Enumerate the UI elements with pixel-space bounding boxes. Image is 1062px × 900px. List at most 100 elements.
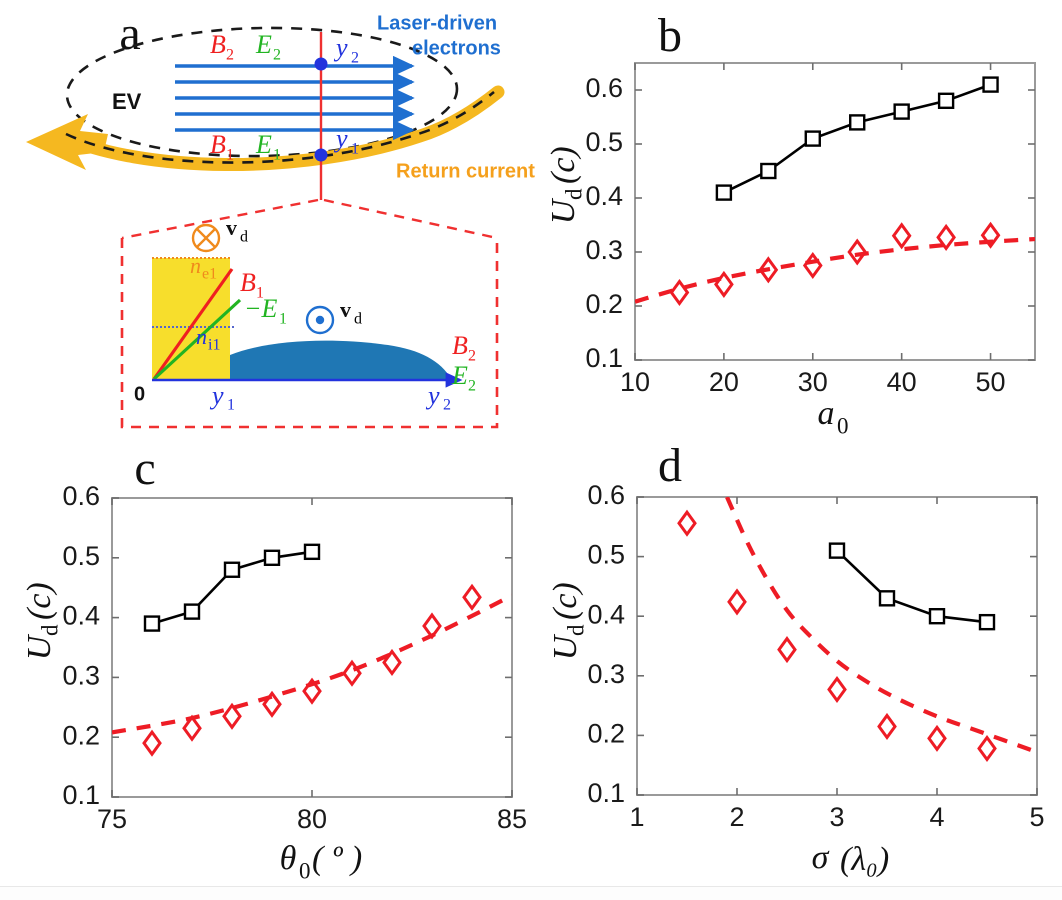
- x-tick-label: 80: [297, 804, 327, 834]
- vd-left-label: v: [226, 215, 237, 240]
- svg-text:(c): (c): [547, 582, 584, 620]
- series-theory-curve: [725, 497, 1037, 755]
- panel-b-xlabel: a 0: [818, 395, 849, 438]
- y-tick-label: 0.3: [587, 659, 625, 689]
- marker-diamond: [891, 222, 912, 250]
- panel-d-plot: 1 2 3 4 5 0.1 0.2 0.3 0.4 0.5 0.6: [587, 480, 1044, 832]
- marker-diamond: [977, 734, 997, 763]
- svg-text:U: U: [21, 633, 58, 660]
- b1-label-inset: B: [240, 268, 256, 297]
- y1-label-top: y: [333, 124, 348, 153]
- marker-square: [828, 542, 846, 559]
- marker-square: [760, 162, 777, 180]
- inset-connector-left: [121, 198, 319, 240]
- marker-diamond: [777, 636, 797, 664]
- marker-square: [303, 543, 321, 561]
- svg-text:d: d: [561, 188, 586, 200]
- svg-text:(c): (c): [21, 582, 58, 620]
- y-tick-label: 0.2: [62, 720, 100, 750]
- x-tick-label: 10: [620, 367, 650, 397]
- inset-blue-region: [230, 340, 452, 380]
- marker-square: [893, 103, 910, 120]
- plot-frame: [634, 62, 1036, 361]
- panel-d-ylabel: U d (c): [547, 582, 588, 660]
- marker-square: [937, 92, 955, 110]
- inset-origin-label: 0: [134, 383, 145, 405]
- series-simulation: [836, 549, 988, 624]
- y-tick-label: 0.2: [585, 289, 623, 319]
- panel-d-letter: d: [658, 439, 682, 492]
- marker-diamond: [182, 714, 202, 742]
- svg-text:θ: θ: [280, 840, 297, 877]
- vd-right-label: v: [340, 297, 351, 322]
- marker-square: [804, 130, 821, 147]
- inset-connector-right: [323, 198, 498, 240]
- svg-text:0: 0: [299, 858, 311, 883]
- inset-y2-label: y: [425, 381, 440, 410]
- svg-text:0: 0: [837, 413, 849, 438]
- marker-diamond: [262, 690, 282, 718]
- series-group: [112, 543, 512, 757]
- svg-text:U: U: [547, 633, 584, 660]
- x-tick-label: 1: [629, 802, 644, 832]
- marker-diamond: [758, 256, 779, 284]
- bottom-border-strip: [0, 886, 1062, 900]
- marker-square: [978, 613, 996, 631]
- y-tick-label: 0.5: [62, 541, 100, 571]
- panel-b-plot: 10 20 30 40 50 0.1 0.2 0.3 0.4 0.5 0.6: [585, 62, 1036, 397]
- marker-diamond: [462, 583, 482, 611]
- marker-diamond: [222, 702, 242, 730]
- y-tick-label: 0.4: [62, 601, 100, 631]
- marker-diamond: [877, 712, 897, 741]
- panel-c-xlabel: θ 0 ( º ): [280, 840, 363, 883]
- y-tick-label: 0.5: [587, 540, 625, 570]
- svg-text:(c): (c): [545, 146, 582, 184]
- b1-sub-top: 1: [226, 147, 234, 164]
- cross-circle-icon: [191, 223, 221, 253]
- panel-d-xlabel: σ (λ₀): [812, 839, 890, 878]
- x-tick-label: 30: [798, 367, 828, 397]
- y1-point: [314, 148, 328, 162]
- marker-square: [143, 615, 161, 632]
- inset-y2-sub: 2: [443, 397, 451, 414]
- e2-label-top: E: [255, 30, 272, 59]
- svg-text:d: d: [563, 624, 588, 636]
- y-tick-label: 0.2: [587, 719, 625, 749]
- ev-ellipse-dashed: [65, 26, 459, 158]
- y-tick-label: 0.3: [585, 235, 623, 265]
- svg-text:σ: σ: [812, 839, 830, 876]
- y-tick-label: 0.6: [62, 481, 100, 511]
- svg-text:U: U: [545, 197, 582, 224]
- y-tick-label: 0.1: [62, 780, 100, 810]
- ni1-sub: i1: [208, 337, 220, 354]
- x-tick-label: 75: [97, 804, 127, 834]
- laser-driven-label-line1: Laser-driven: [377, 12, 497, 34]
- vd-left-sub: d: [240, 229, 248, 246]
- panel-a-letter: a: [119, 7, 140, 60]
- marker-diamond: [827, 675, 847, 704]
- marker-diamond: [727, 588, 747, 616]
- e1-sub-top: 1: [273, 147, 281, 164]
- b2-sub-top: 2: [226, 47, 234, 64]
- b2-label-inset: B: [452, 331, 468, 360]
- svg-text:a: a: [818, 395, 835, 432]
- marker-square: [849, 114, 866, 131]
- inset-y1-label: y: [209, 381, 224, 410]
- series-group: [635, 76, 1035, 307]
- y-tick-label: 0.3: [62, 661, 100, 691]
- y2-label-top: y: [333, 33, 348, 62]
- y-tick-label: 0.6: [587, 480, 625, 510]
- y2-point: [314, 57, 328, 71]
- ne1-label: n: [190, 253, 201, 278]
- return-current-arc: [55, 85, 505, 171]
- ne1-sub: e1: [202, 266, 217, 283]
- marker-diamond: [677, 509, 697, 537]
- marker-diamond: [980, 221, 1001, 249]
- b2-label-top: B: [210, 30, 226, 59]
- vd-right-sub: d: [354, 311, 362, 328]
- inset-y1-sub: 1: [227, 397, 235, 414]
- e2-sub-inset: 2: [468, 378, 476, 395]
- x-tick-label: 40: [887, 367, 917, 397]
